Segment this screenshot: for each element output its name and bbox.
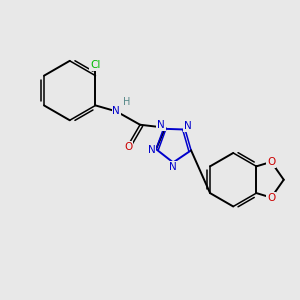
Text: N: N	[148, 146, 155, 155]
Text: N: N	[157, 120, 165, 130]
Text: Cl: Cl	[90, 60, 101, 70]
Text: N: N	[184, 121, 192, 131]
Text: O: O	[124, 142, 132, 152]
Text: N: N	[112, 106, 120, 116]
Text: N: N	[169, 162, 177, 172]
Text: O: O	[267, 193, 275, 202]
Text: H: H	[123, 98, 130, 107]
Text: O: O	[267, 157, 275, 167]
